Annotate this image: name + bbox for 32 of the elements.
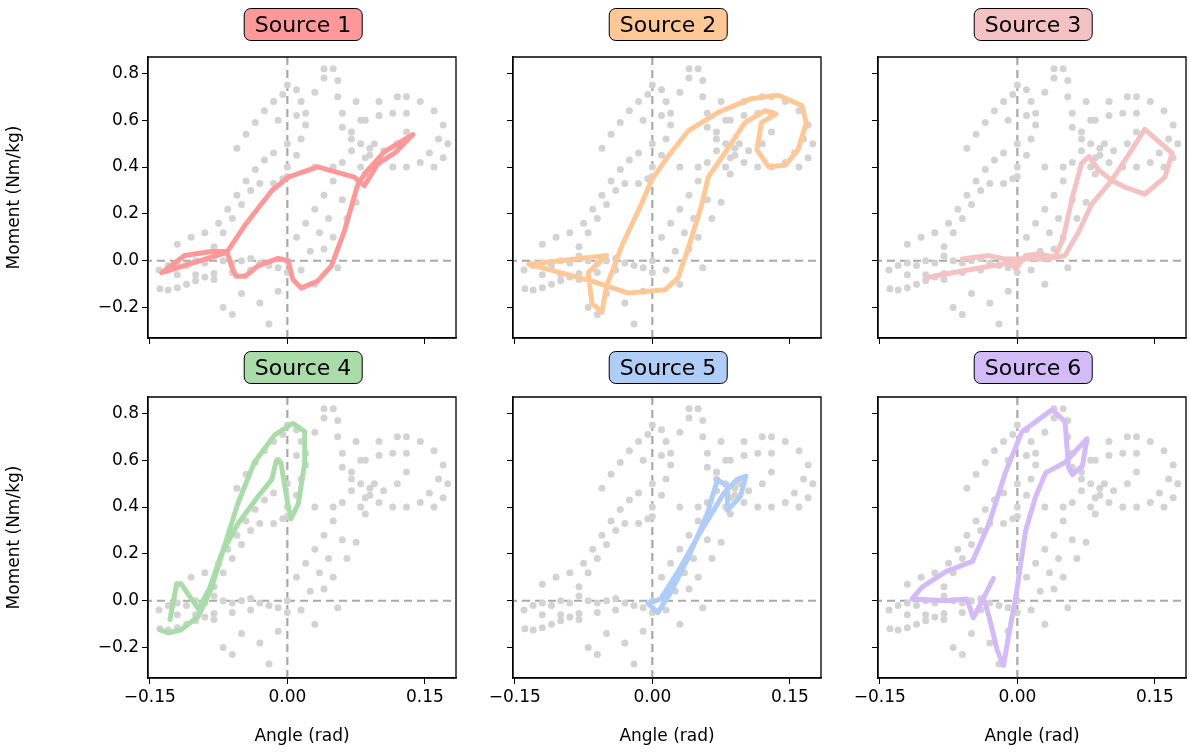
y-tick-label: 0.8 (111, 61, 139, 82)
x-axis-title: Angle (rad) (984, 725, 1080, 746)
y-tick-label: −0.2 (97, 295, 139, 316)
y-tick-label: 0.4 (111, 155, 139, 176)
y-tick-label: 0.2 (111, 202, 139, 223)
x-tick-label: −0.15 (853, 685, 906, 706)
chart-title: Source 5 (608, 351, 728, 384)
chart-title: Source 1 (243, 8, 363, 41)
y-tick-label: −0.2 (97, 635, 139, 656)
chart-title: Source 3 (973, 8, 1093, 41)
x-axis-title: Angle (rad) (619, 725, 715, 746)
y-axis-title: Moment (Nm/kg) (2, 465, 23, 610)
y-tick-label: 0.6 (111, 108, 139, 129)
x-tick-label: 0.15 (770, 685, 809, 706)
x-tick-label: 0.00 (268, 685, 307, 706)
x-tick-label: −0.15 (488, 685, 541, 706)
x-tick-label: 0.15 (405, 685, 444, 706)
y-tick-label: 0.6 (111, 448, 139, 469)
chart-title: Source 6 (973, 351, 1093, 384)
x-tick-label: 0.15 (1135, 685, 1174, 706)
y-axis-title: Moment (Nm/kg) (2, 125, 23, 270)
y-tick-label: 0.4 (111, 495, 139, 516)
x-tick-label: 0.00 (633, 685, 672, 706)
y-tick-label: 0.0 (111, 249, 139, 270)
chart-title: Source 2 (608, 8, 728, 41)
chart-title: Source 4 (243, 351, 363, 384)
y-tick-label: 0.2 (111, 542, 139, 563)
x-axis-title: Angle (rad) (254, 725, 350, 746)
x-tick-label: 0.00 (998, 685, 1037, 706)
x-tick-label: −0.15 (123, 685, 176, 706)
y-tick-label: 0.8 (111, 401, 139, 422)
y-tick-label: 0.0 (111, 589, 139, 610)
